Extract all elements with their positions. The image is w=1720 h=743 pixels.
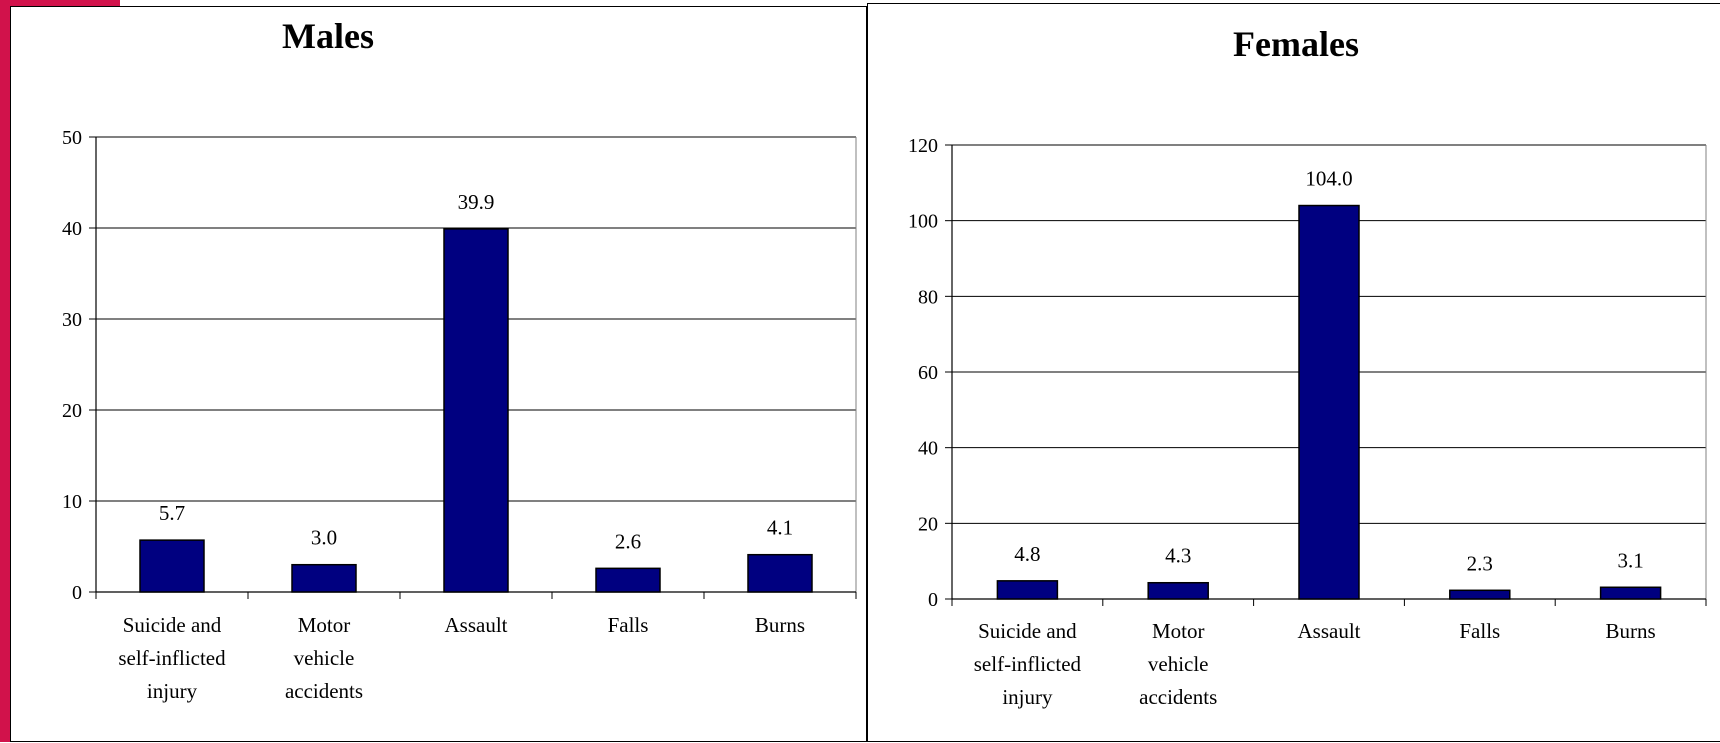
- females-data-label: 4.3: [1165, 544, 1191, 568]
- males-data-label: 2.6: [615, 529, 641, 553]
- females-labels: 0 20 40 60 80 100 120 4.8 Suicide and self-inflic…: [908, 135, 1656, 709]
- females-y-tick-label: 0: [928, 589, 938, 611]
- females-bars: [996, 204, 1662, 600]
- females-category-label-line: Suicide and: [978, 619, 1077, 643]
- females-category-label-line: Falls: [1459, 619, 1500, 643]
- females-category-label-line: accidents: [1139, 685, 1217, 709]
- females-category-label: Motor vehicle accidents: [1139, 619, 1217, 709]
- females-y-tick-label: 80: [918, 286, 938, 308]
- males-category-label-line: Motor: [298, 613, 351, 637]
- females-category-label: Assault: [1298, 619, 1361, 643]
- males-y-tick-label: 40: [62, 218, 82, 240]
- females-category-label-line: self-inflicted: [974, 652, 1082, 676]
- males-category-label: Assault: [445, 613, 508, 637]
- females-y-tick-label: 40: [918, 438, 938, 460]
- males-bar: [595, 567, 661, 593]
- females-bar: [1298, 204, 1360, 600]
- females-data-label: 104.0: [1305, 167, 1352, 191]
- females-data-label: 2.3: [1467, 551, 1493, 575]
- females-data-label: 4.8: [1014, 542, 1040, 566]
- males-bar-chart: Males 0 10 20 30 40 50 5.7 Suicide and self-infl…: [62, 16, 857, 703]
- males-bar: [443, 228, 509, 593]
- females-category-label: Suicide and self-inflicted injury: [974, 619, 1082, 709]
- males-y-tick-label: 30: [62, 309, 82, 331]
- males-category-label: Falls: [608, 613, 649, 637]
- males-y-tick-label: 20: [62, 400, 82, 422]
- males-bar: [747, 553, 813, 593]
- females-y-tick-label: 60: [918, 362, 938, 384]
- males-data-label: 3.0: [311, 526, 337, 550]
- males-y-tick-label: 50: [62, 127, 82, 149]
- males-data-label: 5.7: [159, 501, 185, 525]
- females-bar: [1449, 589, 1511, 600]
- females-chart-title: Females: [1233, 24, 1359, 64]
- males-category-label-line: injury: [147, 679, 198, 703]
- females-category-label-line: injury: [1002, 685, 1053, 709]
- females-bar: [1599, 586, 1662, 600]
- males-category-label: Motor vehicle accidents: [285, 613, 363, 703]
- females-category-label-line: vehicle: [1148, 652, 1209, 676]
- males-bars: [139, 228, 813, 593]
- males-category-label-line: Falls: [608, 613, 649, 637]
- males-category-label: Burns: [755, 613, 805, 637]
- males-chart-title: Males: [282, 16, 374, 56]
- males-data-label: 4.1: [767, 516, 793, 540]
- males-data-label: 39.9: [458, 190, 495, 214]
- females-y-tick-label: 120: [908, 135, 938, 157]
- females-category-label-line: Burns: [1606, 619, 1656, 643]
- males-category-label-line: Burns: [755, 613, 805, 637]
- females-y-tick-label: 100: [908, 211, 938, 233]
- males-category-label-line: Suicide and: [123, 613, 222, 637]
- males-labels: 0 10 20 30 40 50 5.7 Suicide and self-inflicted i…: [62, 127, 805, 703]
- males-chart-panel: Males 0 10 20 30 40 50 5.7 Suicide and self-infl…: [10, 6, 867, 742]
- females-bar-chart: Females 0 20 40 60 80 100 120 4.8 Suicide and sel…: [908, 24, 1707, 709]
- females-category-label-line: Assault: [1298, 619, 1361, 643]
- accent-bar-top: [10, 0, 120, 8]
- males-bar: [139, 539, 205, 593]
- females-bar: [1147, 581, 1209, 600]
- females-category-label: Burns: [1606, 619, 1656, 643]
- males-category-label-line: accidents: [285, 679, 363, 703]
- males-y-tick-label: 0: [72, 582, 82, 604]
- males-category-label: Suicide and self-inflicted injury: [118, 613, 226, 703]
- females-category-label: Falls: [1459, 619, 1500, 643]
- females-chart-panel: Females 0 20 40 60 80 100 120 4.8 Suicide and sel…: [867, 3, 1720, 742]
- females-y-tick-label: 20: [918, 513, 938, 535]
- males-y-tick-label: 10: [62, 491, 82, 513]
- females-bar: [996, 580, 1059, 600]
- males-bar: [291, 563, 357, 593]
- females-data-label: 3.1: [1617, 548, 1643, 572]
- males-category-label-line: vehicle: [294, 646, 355, 670]
- females-category-label-line: Motor: [1152, 619, 1205, 643]
- males-category-label-line: Assault: [445, 613, 508, 637]
- accent-bar-left: [0, 0, 10, 742]
- males-category-label-line: self-inflicted: [118, 646, 226, 670]
